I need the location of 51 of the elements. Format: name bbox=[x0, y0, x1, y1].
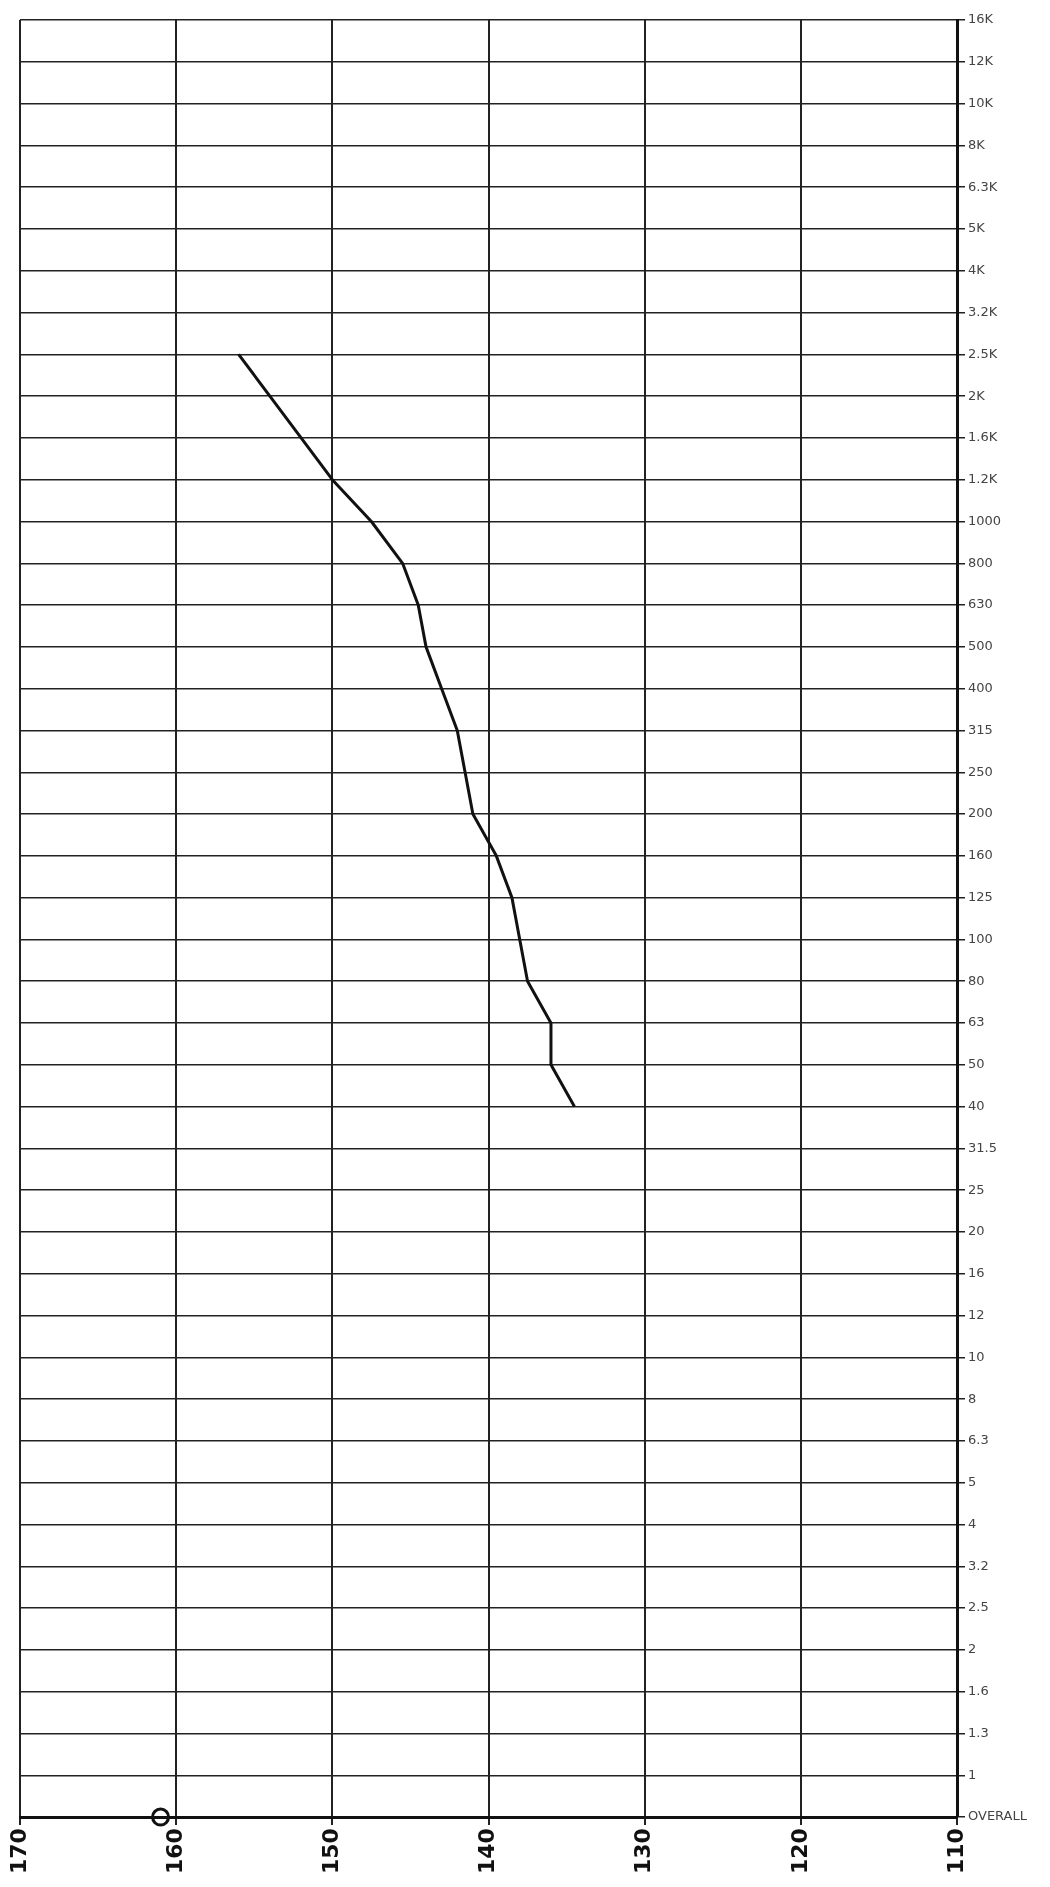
y-tick-label: 1000 bbox=[968, 512, 1002, 528]
y-tick-label: 4K bbox=[968, 262, 986, 278]
y-tick-label: 1.2K bbox=[968, 471, 998, 487]
y-tick-label: 3.2K bbox=[968, 303, 998, 319]
y-tick-label: 2.5 bbox=[968, 1599, 989, 1615]
x-tick-label: 130 bbox=[630, 1828, 656, 1875]
x-tick-label: 170 bbox=[5, 1828, 31, 1875]
y-tick-label: 6.3K bbox=[968, 178, 998, 194]
y-tick-label: 20 bbox=[968, 1223, 985, 1239]
y-tick-label: 10K bbox=[968, 94, 994, 110]
y-tick-label: OVERALL bbox=[968, 1808, 1028, 1824]
y-tick-label: 5 bbox=[968, 1474, 977, 1490]
y-tick-label: 2K bbox=[968, 387, 986, 403]
y-tick-label: 630 bbox=[968, 596, 993, 612]
y-tick-label: 200 bbox=[968, 805, 993, 821]
y-tick-label: 400 bbox=[968, 680, 993, 696]
y-tick-label: 100 bbox=[968, 930, 993, 946]
y-tick-label: 250 bbox=[968, 763, 993, 779]
y-tick-label: 1 bbox=[968, 1766, 977, 1782]
y-tick-label: 315 bbox=[968, 721, 993, 737]
y-tick-label: 10 bbox=[968, 1348, 985, 1364]
x-tick-label: 140 bbox=[474, 1828, 500, 1875]
y-tick-label: 25 bbox=[968, 1181, 985, 1197]
x-tick-label: 120 bbox=[786, 1828, 812, 1875]
y-tick-label: 12K bbox=[968, 53, 994, 69]
y-tick-label: 1.6K bbox=[968, 429, 998, 445]
y-tick-label: 800 bbox=[968, 554, 993, 570]
y-tick-label: 50 bbox=[968, 1056, 985, 1072]
x-tick-label: 150 bbox=[318, 1828, 344, 1875]
x-tick-label: 160 bbox=[161, 1828, 187, 1875]
y-tick-label: 8 bbox=[968, 1390, 977, 1406]
y-tick-label: 4 bbox=[968, 1515, 977, 1531]
y-tick-label: 125 bbox=[968, 889, 993, 905]
y-tick-label: 80 bbox=[968, 972, 985, 988]
y-tick-label: 1.6 bbox=[968, 1683, 989, 1699]
y-tick-label: 500 bbox=[968, 638, 993, 654]
y-tick-label: 31.5 bbox=[968, 1139, 997, 1155]
y-tick-label: 16 bbox=[968, 1265, 985, 1281]
y-tick-label: 2.5K bbox=[968, 345, 998, 361]
y-tick-label: 1.3 bbox=[968, 1724, 989, 1740]
y-tick-label: 5K bbox=[968, 220, 986, 236]
y-tick-label: 6.3 bbox=[968, 1432, 989, 1448]
y-tick-label: 16K bbox=[968, 11, 994, 27]
y-tick-label: 3.2 bbox=[968, 1557, 989, 1573]
y-tick-label: 2 bbox=[968, 1641, 977, 1657]
y-tick-label: 40 bbox=[968, 1097, 985, 1113]
y-tick-label: 160 bbox=[968, 847, 993, 863]
x-tick-label: 110 bbox=[942, 1828, 968, 1875]
y-tick-label: 8K bbox=[968, 136, 986, 152]
y-tick-label: 63 bbox=[968, 1014, 985, 1030]
y-tick-label: 12 bbox=[968, 1306, 985, 1322]
